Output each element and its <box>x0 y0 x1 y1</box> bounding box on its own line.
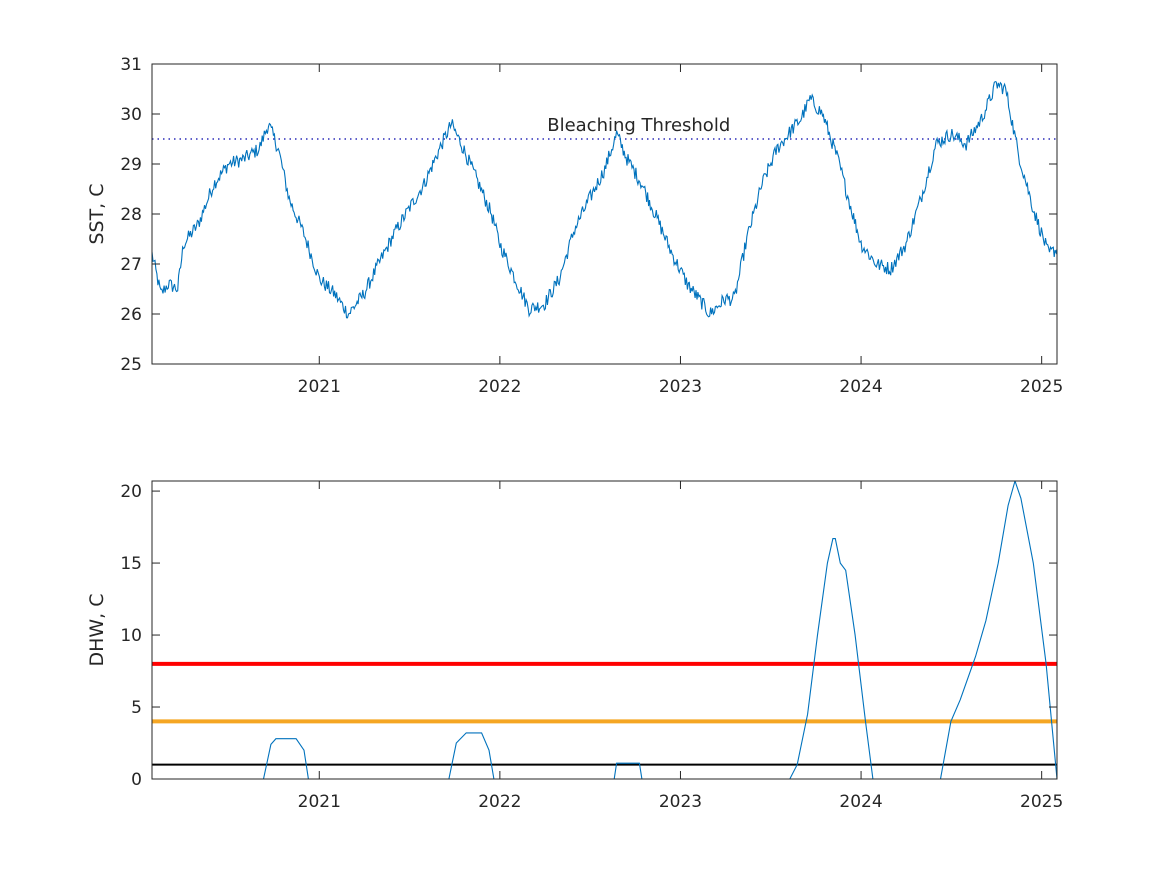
x-tick-label: 2025 <box>1020 377 1063 397</box>
series-line <box>152 481 1057 779</box>
y-axis-label: SST, C <box>86 183 108 244</box>
chart-panel-2: 2021 2022 2023 2024 2025 0 5 10 15 20 DHW, C <box>86 480 1063 812</box>
y-tick-label: 20 <box>120 482 142 502</box>
y-tick-label: 29 <box>120 155 142 175</box>
chart-panel-1: Bleaching Threshold 2021 2022 2023 2024 2025 2… <box>86 55 1063 397</box>
x-tick-label: 2023 <box>659 377 702 397</box>
y-tick-label: 0 <box>131 770 142 790</box>
y-tick-label: 30 <box>120 105 142 125</box>
x-tick-label: 2022 <box>478 377 521 397</box>
x-tick-label: 2021 <box>298 377 341 397</box>
x-tick-label: 2022 <box>478 792 521 812</box>
axes-box <box>151 480 1058 780</box>
y-axis-label: DHW, C <box>86 593 108 666</box>
y-tick-label: 26 <box>120 305 142 325</box>
x-tick-label: 2024 <box>839 792 882 812</box>
y-tick-label: 28 <box>120 205 142 225</box>
x-tick-label: 2025 <box>1020 792 1063 812</box>
y-tick-label: 10 <box>120 626 142 646</box>
y-tick-label: 25 <box>120 355 142 375</box>
x-tick-label: 2021 <box>298 792 341 812</box>
y-tick-label: 31 <box>120 55 142 75</box>
axes-box <box>151 63 1058 365</box>
y-tick-label: 15 <box>120 554 142 574</box>
x-tick-label: 2023 <box>659 792 702 812</box>
reference-line-label: Bleaching Threshold <box>547 115 730 136</box>
y-tick-label: 5 <box>131 698 142 718</box>
series-line <box>152 80 1057 319</box>
y-tick-label: 27 <box>120 255 142 275</box>
x-tick-label: 2024 <box>839 377 882 397</box>
